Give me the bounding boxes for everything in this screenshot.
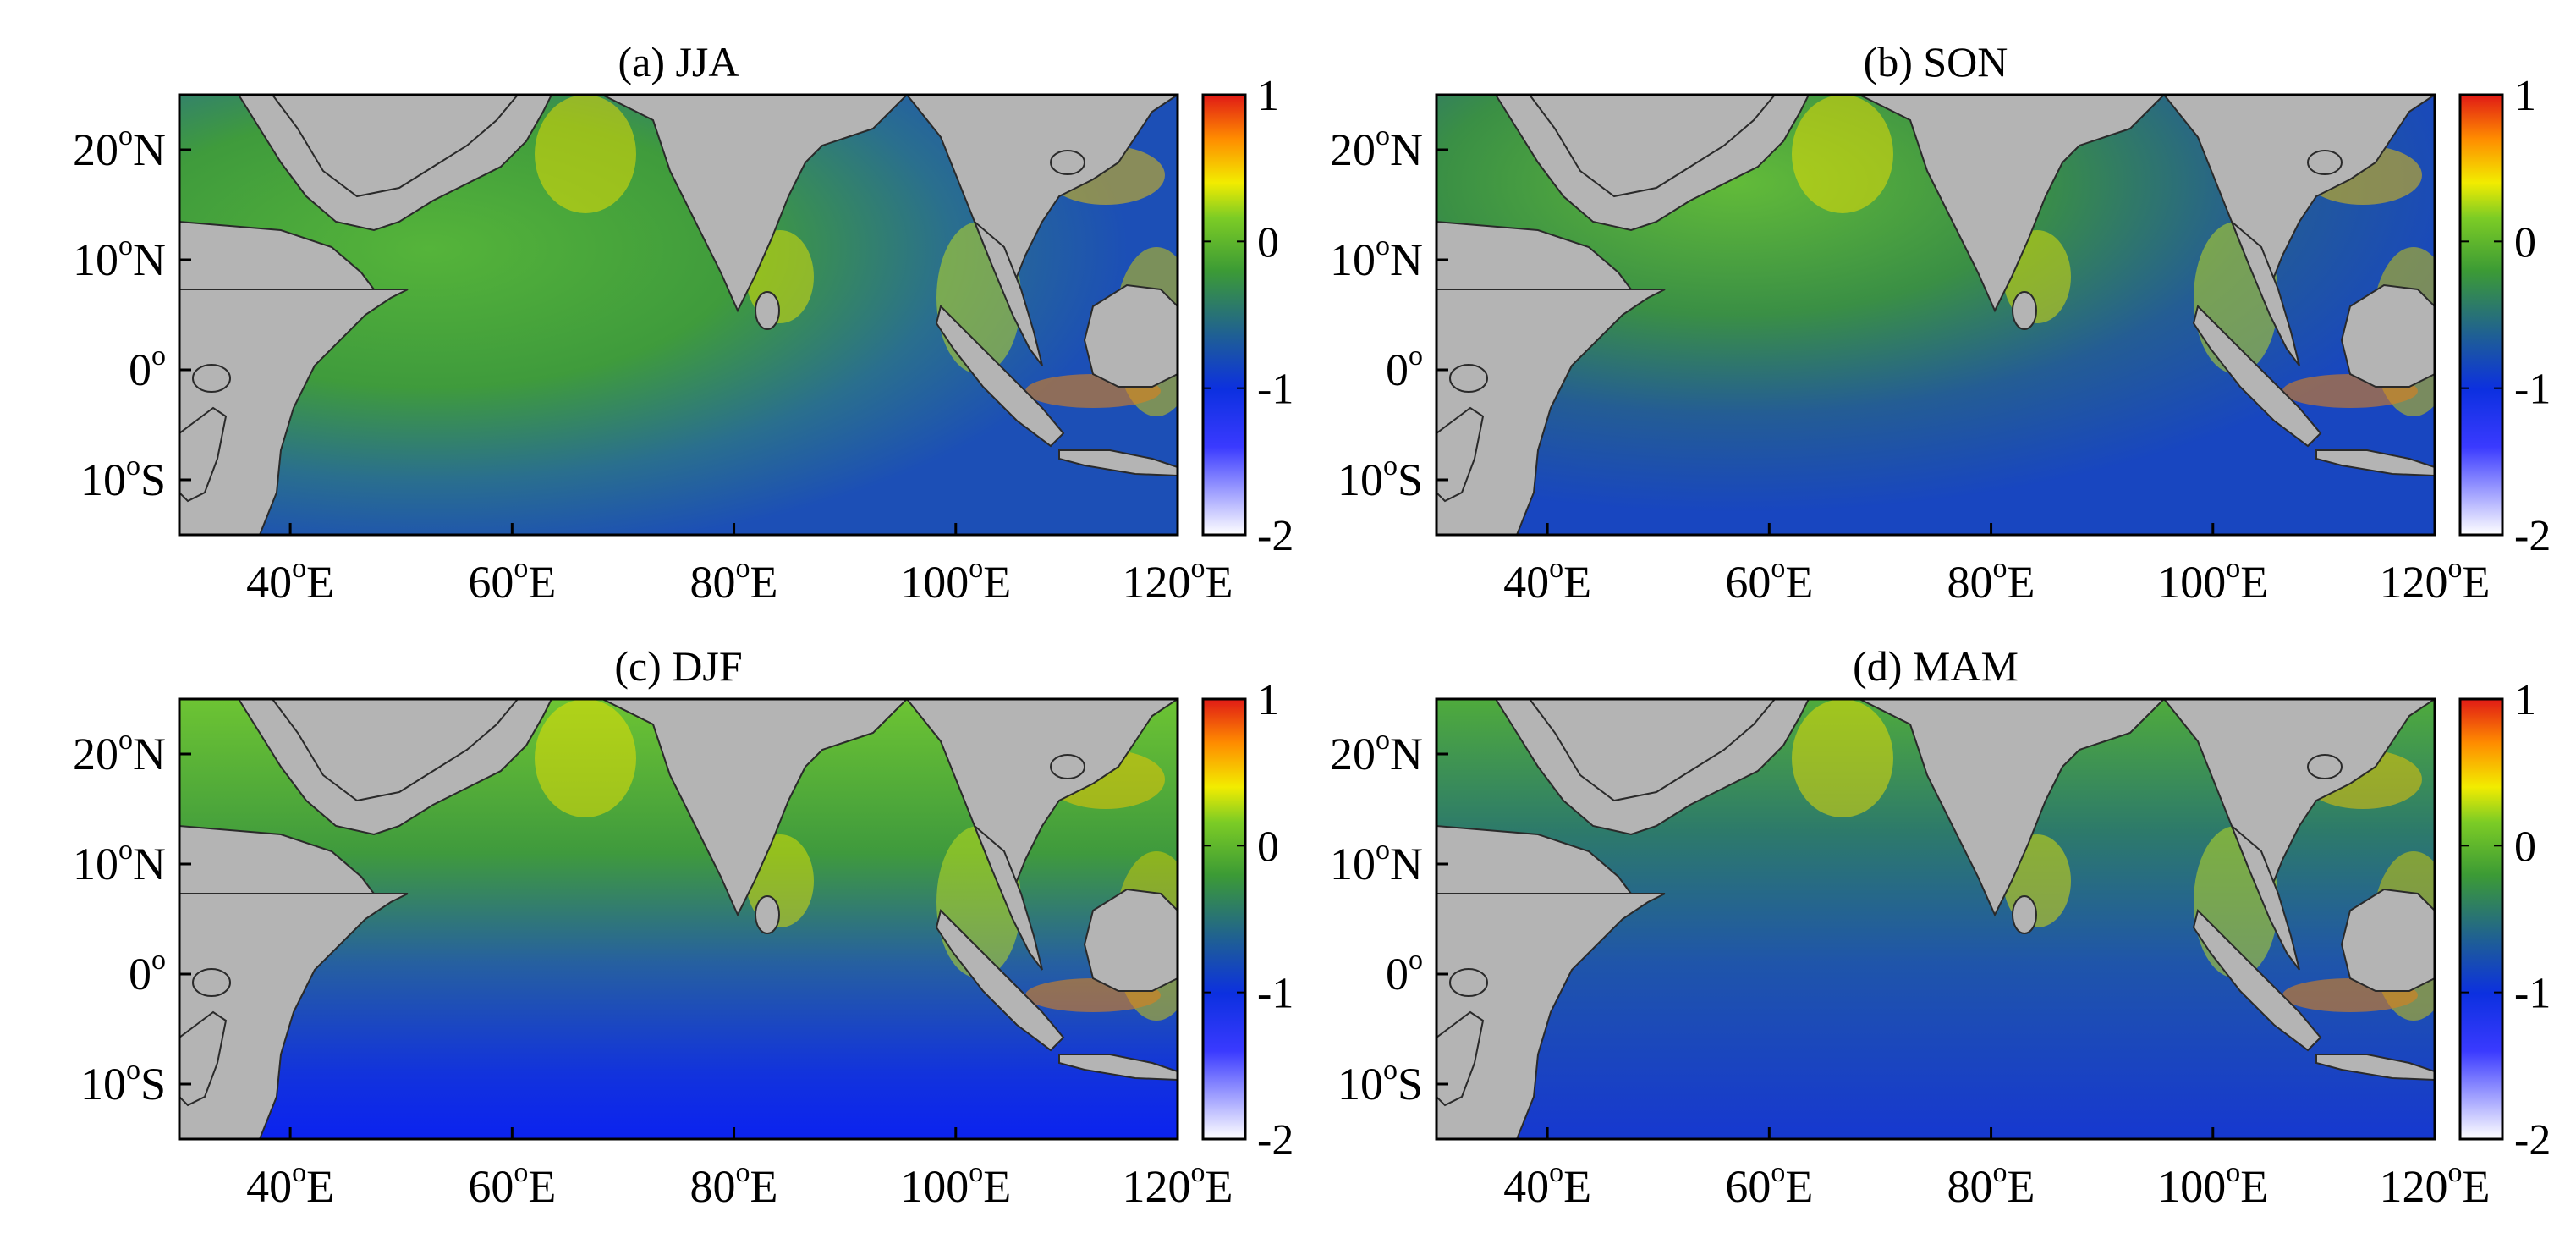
colorbar-scale [2458, 93, 2504, 537]
lon-tick-label: 80oE [1947, 1157, 2035, 1212]
colorbar-tick-label: 1 [1257, 72, 1279, 120]
lat-tick-label: 0o [1386, 340, 1423, 395]
lon-tick-label: 100oE [2157, 553, 2268, 608]
lon-tick-label: 80oE [690, 553, 778, 608]
map-panel-d: (d) MAM 20oN 10oN 0o 10oS 40oE 60oE 80oE 100oE 12… [1330, 642, 2551, 1212]
lat-tick-label: 20oN [1330, 120, 1423, 175]
map-panel-b: (b) SON 20oN 10oN 0o 10oS 40oE 60oE 80oE 100oE 12… [1330, 38, 2551, 608]
colorbar-tick-label: 0 [2514, 218, 2536, 267]
lon-tick-label: 120oE [2380, 553, 2491, 608]
lat-tick-label: 10oS [80, 1054, 166, 1109]
colorbar-scale [2458, 697, 2504, 1141]
colorbar-tick-label: -1 [1257, 970, 1293, 1018]
panel-title: (c) DJF [614, 642, 742, 690]
lat-tick-label: 20oN [1330, 724, 1423, 779]
lat-tick-label: 0o [1386, 944, 1423, 999]
map-panel-c: (c) DJF 20oN 10oN 0o 10oS 40oE 60oE 80oE 100oE 12… [73, 642, 1293, 1212]
colorbar-tick-label: -2 [1257, 1116, 1293, 1164]
lat-tick-label: 10oS [1337, 1054, 1423, 1109]
lon-tick-label: 40oE [1503, 1157, 1591, 1212]
colorbar-tick-label: 0 [1257, 823, 1279, 871]
colorbar-tick-label: 0 [1257, 218, 1279, 267]
lon-tick-label: 120oE [1123, 553, 1233, 608]
lon-tick-label: 40oE [1503, 553, 1591, 608]
lon-tick-label: 100oE [900, 1157, 1011, 1212]
colorbar: 1 0 -1 -2 [2458, 676, 2551, 1164]
lon-tick-label: 60oE [468, 1157, 556, 1212]
lon-tick-label: 120oE [1123, 1157, 1233, 1212]
lon-tick-label: 60oE [468, 553, 556, 608]
map-frame [1435, 93, 2436, 537]
lat-tick-label: 0o [129, 944, 166, 999]
colorbar: 1 0 -1 -2 [1201, 72, 1293, 560]
panel-title: (a) JJA [618, 38, 739, 85]
colorbar-tick-label: 0 [2514, 823, 2536, 871]
colorbar-tick-label: -1 [2514, 366, 2551, 414]
lon-tick-label: 80oE [690, 1157, 778, 1212]
lat-tick-label: 10oS [80, 450, 166, 505]
lat-tick-label: 20oN [73, 120, 166, 175]
colorbar: 1 0 -1 -2 [2458, 72, 2551, 560]
lat-tick-label: 10oN [1330, 834, 1423, 889]
map-frame [1435, 697, 2436, 1141]
colorbar-tick-label: 1 [2514, 72, 2536, 120]
map-frame [178, 93, 1179, 537]
lon-tick-label: 120oE [2380, 1157, 2491, 1212]
lon-tick-label: 60oE [1725, 1157, 1813, 1212]
lat-tick-label: 10oS [1337, 450, 1423, 505]
map-frame [178, 697, 1179, 1141]
panel-title: (b) SON [1864, 38, 2008, 85]
colorbar-scale [1201, 93, 1247, 537]
lon-tick-label: 100oE [2157, 1157, 2268, 1212]
panel-title: (d) MAM [1853, 642, 2019, 690]
colorbar-tick-label: -2 [2514, 512, 2551, 560]
map-panel-a: (a) JJA 20oN 10oN 0o 10oS 40oE 60oE 80oE 100oE 12… [73, 38, 1293, 608]
lon-tick-label: 80oE [1947, 553, 2035, 608]
lat-tick-label: 0o [129, 340, 166, 395]
lat-tick-label: 10oN [1330, 230, 1423, 285]
colorbar-tick-label: -2 [1257, 512, 1293, 560]
colorbar-tick-label: -1 [2514, 970, 2551, 1018]
lon-tick-label: 40oE [246, 553, 334, 608]
lon-tick-label: 100oE [900, 553, 1011, 608]
colorbar-tick-label: 1 [1257, 676, 1279, 724]
colorbar-tick-label: -2 [2514, 1116, 2551, 1164]
lat-tick-label: 10oN [73, 834, 166, 889]
lon-tick-label: 40oE [246, 1157, 334, 1212]
colorbar-scale [1201, 697, 1247, 1141]
lon-tick-label: 60oE [1725, 553, 1813, 608]
colorbar-tick-label: -1 [1257, 366, 1293, 414]
colorbar-tick-label: 1 [2514, 676, 2536, 724]
lat-tick-label: 10oN [73, 230, 166, 285]
lat-tick-label: 20oN [73, 724, 166, 779]
colorbar: 1 0 -1 -2 [1201, 676, 1293, 1164]
